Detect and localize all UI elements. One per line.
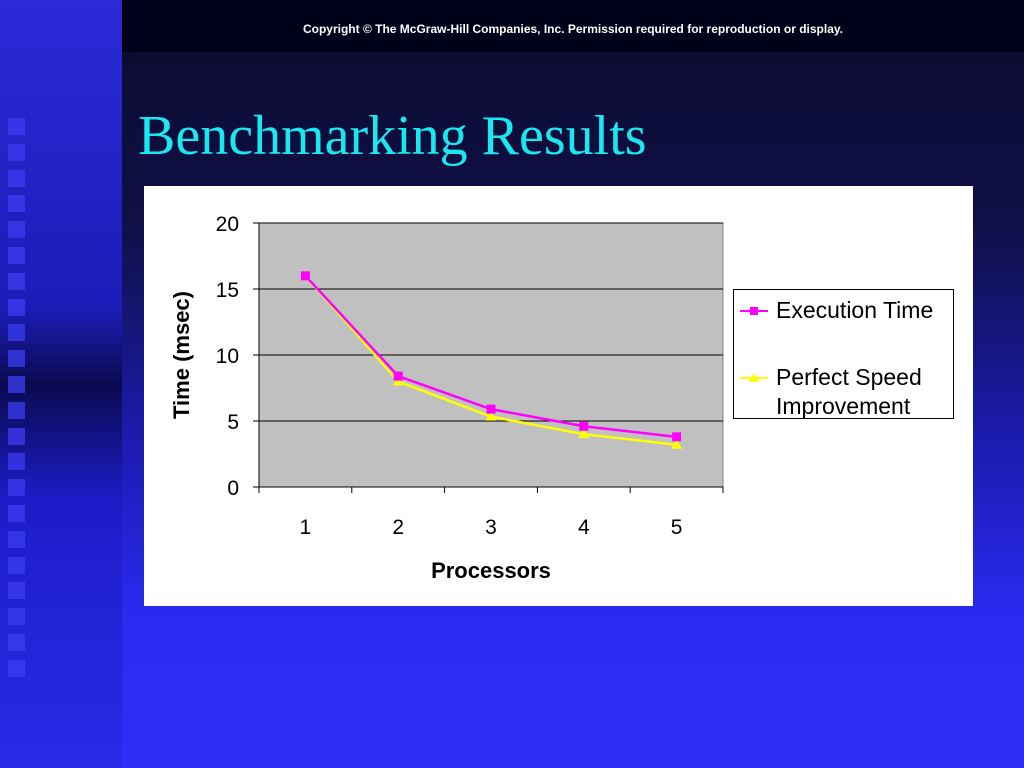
line-chart: 0 5 10 15 20 1 2 3 4 5 Processors Time (msec) xyxy=(169,213,724,583)
top-bar xyxy=(122,0,1024,52)
decorative-square xyxy=(8,324,25,342)
data-point-square xyxy=(486,404,496,414)
data-point-square xyxy=(672,432,682,442)
side-strip xyxy=(0,0,122,768)
y-tick-label: 0 xyxy=(227,477,239,500)
y-tick-label: 5 xyxy=(227,411,239,434)
legend-marker-square xyxy=(740,305,768,317)
y-axis-label: Time (msec) xyxy=(169,291,194,419)
x-tick-label: 2 xyxy=(392,516,404,539)
data-point-square xyxy=(579,421,589,431)
x-tick-label: 1 xyxy=(300,516,312,539)
data-point-square xyxy=(300,271,310,281)
legend-label: Perfect Speed Improvement xyxy=(776,364,922,419)
decorative-square xyxy=(8,169,25,187)
copyright-notice: Copyright © The McGraw-Hill Companies, I… xyxy=(302,22,844,36)
legend-marker-triangle xyxy=(740,372,768,384)
decorative-square xyxy=(8,634,25,651)
y-tick-label: 15 xyxy=(216,279,239,302)
decorative-square xyxy=(8,247,25,264)
decorative-square xyxy=(8,556,25,574)
decorative-square xyxy=(8,143,25,161)
legend-label: Execution Time xyxy=(776,297,934,323)
decorative-square xyxy=(8,350,25,368)
decorative-square xyxy=(8,118,25,135)
decorative-square xyxy=(8,221,25,239)
decorative-square xyxy=(8,659,25,677)
decorative-square xyxy=(8,298,25,316)
decorative-squares xyxy=(8,118,28,678)
decorative-square xyxy=(8,530,25,548)
x-tick-label: 3 xyxy=(485,516,497,539)
decorative-square xyxy=(8,505,25,522)
chart-panel: 0 5 10 15 20 1 2 3 4 5 Processors Time (msec) Execu… xyxy=(144,186,973,606)
decorative-square xyxy=(8,453,25,471)
decorative-square xyxy=(8,195,25,213)
decorative-square xyxy=(8,582,25,600)
decorative-square xyxy=(8,479,25,497)
decorative-square xyxy=(8,401,25,419)
data-point-triangle xyxy=(578,428,590,439)
decorative-square xyxy=(8,272,25,290)
data-point-triangle xyxy=(671,438,683,449)
data-point-square xyxy=(393,371,403,381)
slide-title: Benchmarking Results xyxy=(138,105,647,167)
data-point-triangle xyxy=(485,410,497,421)
decorative-square xyxy=(8,608,25,626)
decorative-square xyxy=(8,376,25,393)
chart-legend: Execution Time Perfect Speed Improvement xyxy=(733,289,954,419)
decorative-square xyxy=(8,427,25,445)
x-tick-label: 4 xyxy=(578,516,590,539)
y-tick-label: 10 xyxy=(216,345,239,368)
x-axis-label: Processors xyxy=(431,558,551,583)
x-tick-label: 5 xyxy=(671,516,683,539)
y-tick-label: 20 xyxy=(216,213,239,236)
